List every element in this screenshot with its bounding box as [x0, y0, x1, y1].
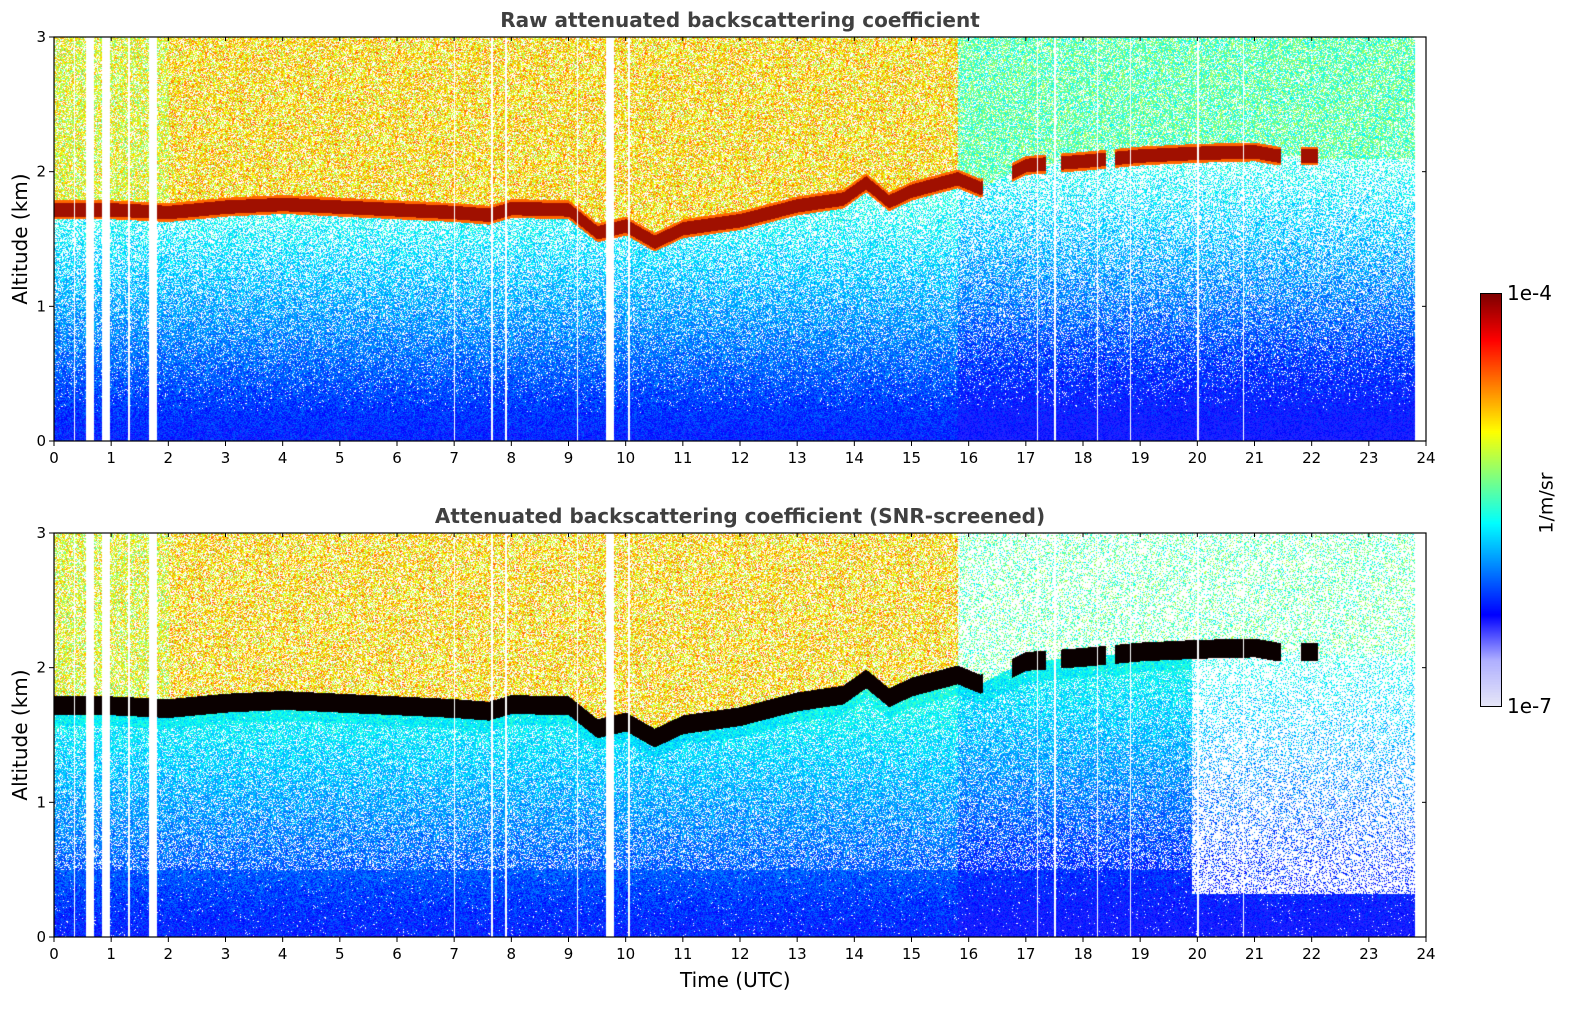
top-x-tick-label: 2 [164, 449, 174, 467]
bottom-x-tick-label: 2 [164, 945, 174, 963]
bottom-x-tick-label: 19 [1131, 945, 1150, 963]
bottom-x-tick-label: 10 [616, 945, 635, 963]
colorbar [1480, 293, 1502, 707]
bottom-x-tick-label: 0 [49, 945, 59, 963]
top-x-tick-label: 0 [49, 449, 59, 467]
top-x-tick-label: 21 [1245, 449, 1264, 467]
top-x-tick-label: 9 [564, 449, 574, 467]
bottom-heatmap-plot [54, 533, 1426, 937]
bottom-x-tick-label: 13 [788, 945, 807, 963]
colorbar-min-label: 1e-7 [1507, 694, 1552, 718]
bottom-x-tick-label: 4 [278, 945, 288, 963]
top-plot-frame [53, 36, 1427, 442]
top-x-tick-label: 10 [616, 449, 635, 467]
bottom-x-tick-label: 15 [902, 945, 921, 963]
bottom-x-tick-label: 17 [1016, 945, 1035, 963]
top-x-tick-label: 15 [902, 449, 921, 467]
top-x-tick-label: 8 [507, 449, 517, 467]
top-x-tick-label: 23 [1359, 449, 1378, 467]
bottom-x-tick-label: 8 [507, 945, 517, 963]
top-y-tick-label: 2 [36, 163, 46, 181]
bottom-x-tick-label: 14 [845, 945, 864, 963]
top-y-tick-label: 3 [36, 28, 46, 46]
bottom-y-tick-label: 3 [36, 524, 46, 542]
top-x-tick-label: 6 [392, 449, 402, 467]
bottom-x-tick-label: 18 [1073, 945, 1092, 963]
top-x-tick-label: 14 [845, 449, 864, 467]
top-x-tick-label: 16 [959, 449, 978, 467]
top-x-tick-label: 1 [106, 449, 116, 467]
top-y-tick-label: 1 [36, 297, 46, 315]
colorbar-title: 1/m/sr [1535, 472, 1558, 534]
bottom-x-tick-label: 11 [673, 945, 692, 963]
bottom-x-tick-label: 23 [1359, 945, 1378, 963]
top-y-tick-label: 0 [36, 432, 46, 450]
bottom-x-tick-label: 9 [564, 945, 574, 963]
bottom-x-tick-label: 1 [106, 945, 116, 963]
top-x-tick-label: 17 [1016, 449, 1035, 467]
bottom-x-tick-label: 20 [1188, 945, 1207, 963]
colorbar-max-label: 1e-4 [1507, 281, 1552, 305]
bottom-x-tick-label: 24 [1416, 945, 1435, 963]
top-x-tick-label: 7 [449, 449, 459, 467]
top-x-tick-label: 13 [788, 449, 807, 467]
top-x-tick-label: 19 [1131, 449, 1150, 467]
bottom-panel-title: Attenuated backscattering coefficient (S… [434, 504, 1046, 528]
top-x-tick-label: 5 [335, 449, 345, 467]
top-heatmap-plot [54, 37, 1426, 441]
bottom-x-tick-label: 12 [730, 945, 749, 963]
bottom-x-tick-label: 6 [392, 945, 402, 963]
bottom-plot-frame [53, 532, 1427, 938]
top-x-tick-label: 12 [730, 449, 749, 467]
top-x-tick-label: 24 [1416, 449, 1435, 467]
bottom-y-tick-label: 1 [36, 793, 46, 811]
bottom-x-tick-label: 7 [449, 945, 459, 963]
top-x-tick-label: 22 [1302, 449, 1321, 467]
top-x-tick-label: 11 [673, 449, 692, 467]
bottom-x-tick-label: 3 [221, 945, 231, 963]
top-x-tick-label: 18 [1073, 449, 1092, 467]
bottom-x-tick-label: 5 [335, 945, 345, 963]
bottom-x-tick-label: 16 [959, 945, 978, 963]
top-x-tick-label: 3 [221, 449, 231, 467]
bottom-x-tick-label: 22 [1302, 945, 1321, 963]
bottom-y-tick-label: 2 [36, 659, 46, 677]
bottom-y-tick-label: 0 [36, 928, 46, 946]
top-x-tick-label: 4 [278, 449, 288, 467]
top-x-tick-label: 20 [1188, 449, 1207, 467]
top-panel-title: Raw attenuated backscattering coefficien… [500, 8, 980, 32]
x-axis-label: Time (UTC) [680, 968, 791, 992]
bottom-x-tick-label: 21 [1245, 945, 1264, 963]
